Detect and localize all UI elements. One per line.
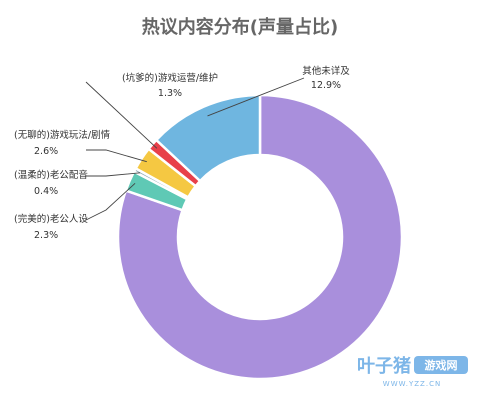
slices-layer [116, 93, 404, 381]
slice-labels: 其他未详及 12.9% (坑爹的)游戏运营/维护 1.3% (无聊的)游戏玩法/… [14, 65, 350, 241]
watermark-badge-bg [414, 356, 468, 374]
donut-slice-0 [116, 93, 404, 381]
leader-line-3 [86, 149, 147, 163]
slice-label-value-persona: 2.3% [34, 230, 58, 241]
slice-label-value-others: 12.9% [311, 80, 341, 91]
watermark-url: WWW.YZZ.CN [383, 380, 441, 388]
slice-label-value-gameplay: 2.6% [34, 146, 58, 157]
watermark-badge: 游戏网 [425, 358, 458, 372]
watermark-brand: 叶子猪 [357, 355, 411, 377]
leader-line-4 [85, 81, 158, 149]
leader-lines [85, 77, 305, 221]
leader-line-1 [85, 182, 136, 221]
slice-label-name-persona: (完美的)老公人设 [14, 213, 88, 225]
slice-label-name-operation: (坑爹的)游戏运营/维护 [122, 72, 218, 84]
chart-title: 热议内容分布(声量占比) [142, 16, 338, 38]
slice-label-name-gameplay: (无聊的)游戏玩法/剧情 [14, 129, 111, 141]
slice-label-name-voice: (温柔的)老公配音 [14, 169, 88, 181]
leader-line-5 [207, 77, 305, 117]
slice-label-value-voice: 0.4% [34, 186, 58, 197]
watermark-logo: 叶子猪 游戏网 WWW.YZZ.CN [357, 355, 468, 388]
leader-line-2 [86, 172, 141, 177]
slice-label-name-others: 其他未详及 [302, 65, 350, 77]
slice-label-value-operation: 1.3% [158, 88, 182, 99]
